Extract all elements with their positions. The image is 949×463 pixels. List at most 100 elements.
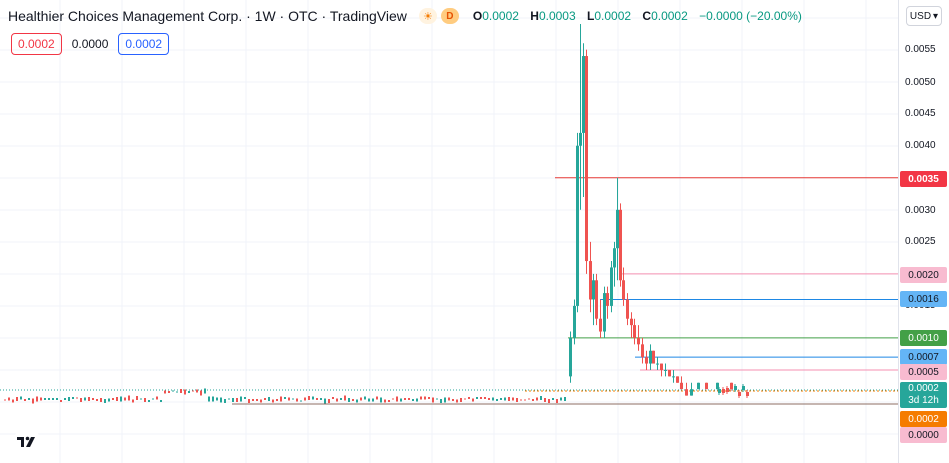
currency-label: USD [909, 10, 932, 22]
candle [256, 399, 258, 401]
candle [24, 399, 26, 401]
price-scale[interactable]: 0.0055 0.0050 0.0045 0.0040 0.0030 0.002… [898, 0, 949, 463]
candle [718, 389, 721, 393]
candle [664, 369, 667, 371]
candle [8, 397, 10, 401]
candle [404, 398, 406, 400]
tradingview-logo[interactable] [10, 428, 44, 456]
candle [512, 397, 514, 401]
candle [716, 382, 719, 390]
candle [212, 396, 214, 402]
candle [436, 398, 438, 400]
candle [730, 385, 733, 389]
candle [280, 396, 282, 402]
candle [268, 397, 270, 401]
low-key: L [587, 9, 595, 23]
candle [676, 376, 679, 383]
candle [649, 350, 652, 364]
sun-icon[interactable]: ☀ [418, 8, 437, 24]
candle [452, 399, 454, 401]
price-label-orange: 0.0002 [900, 411, 947, 427]
last-price-label: 0.0002 3d 12h [900, 382, 947, 408]
candle [532, 399, 534, 401]
candle [368, 398, 370, 402]
symbol-title[interactable]: Healthier Choices Management Corp. · 1W … [8, 8, 407, 24]
low-value: 0.0002 [594, 9, 632, 23]
candle [626, 299, 629, 319]
candle [208, 396, 210, 402]
price-tick: 0.0040 [905, 140, 936, 151]
candle [352, 399, 354, 401]
price-label-pink: 0.0020 [900, 267, 947, 283]
candle [573, 305, 576, 338]
candle [705, 382, 708, 390]
candle [619, 209, 622, 281]
candle [641, 344, 644, 358]
candle [116, 397, 118, 401]
candle [312, 396, 314, 400]
candle [564, 397, 566, 401]
candle [536, 397, 538, 401]
candle [582, 56, 585, 133]
candle [432, 397, 434, 403]
candle [524, 399, 526, 401]
candle [180, 389, 182, 393]
candle [316, 398, 318, 400]
candle [416, 398, 418, 402]
candle [204, 388, 206, 394]
candle [108, 398, 110, 402]
candle [192, 390, 194, 392]
candle [308, 396, 310, 400]
currency-button[interactable]: USD ▾ [906, 6, 942, 26]
candle [380, 397, 382, 403]
candle [603, 293, 606, 332]
candle [240, 396, 242, 402]
change-value: −0.0000 (−20.00%) [699, 9, 802, 23]
candle [64, 398, 66, 400]
candle [508, 397, 510, 401]
candle [428, 397, 430, 399]
candle [476, 397, 478, 399]
price-label-blue: 0.0016 [900, 291, 947, 307]
sell-button[interactable]: 0.0002 [11, 33, 62, 55]
candle [585, 56, 588, 262]
candle [68, 397, 70, 401]
chart-area[interactable] [0, 0, 898, 463]
candle [516, 398, 518, 402]
candle [544, 398, 546, 402]
candle [336, 398, 338, 402]
candle [36, 396, 38, 402]
candle [80, 398, 82, 402]
candle [252, 399, 254, 401]
price-label-green: 0.0010 [900, 330, 947, 346]
candle [188, 391, 190, 393]
price-chart[interactable] [0, 0, 898, 463]
candle [148, 400, 150, 402]
candle [560, 397, 562, 401]
price-tick: 0.0025 [905, 236, 936, 247]
candle [44, 398, 46, 400]
price-tick: 0.0045 [905, 108, 936, 119]
candle [376, 396, 378, 400]
candle [680, 382, 683, 390]
candle [332, 397, 334, 399]
candle [480, 397, 482, 399]
candle [734, 386, 737, 390]
price-label-red: 0.0035 [900, 171, 947, 187]
candle [569, 337, 572, 377]
day-badge[interactable]: D [440, 8, 459, 24]
high-key: H [530, 9, 539, 23]
candle [260, 399, 262, 403]
candle [296, 398, 298, 402]
candle [136, 396, 138, 400]
candle [592, 280, 595, 300]
candle [460, 398, 462, 402]
candle [176, 391, 178, 393]
candle [742, 386, 745, 390]
candle [232, 398, 234, 402]
candle [32, 398, 34, 404]
buy-button[interactable]: 0.0002 [118, 33, 170, 55]
candle [520, 399, 522, 401]
candle [630, 318, 633, 326]
candle [645, 357, 648, 364]
